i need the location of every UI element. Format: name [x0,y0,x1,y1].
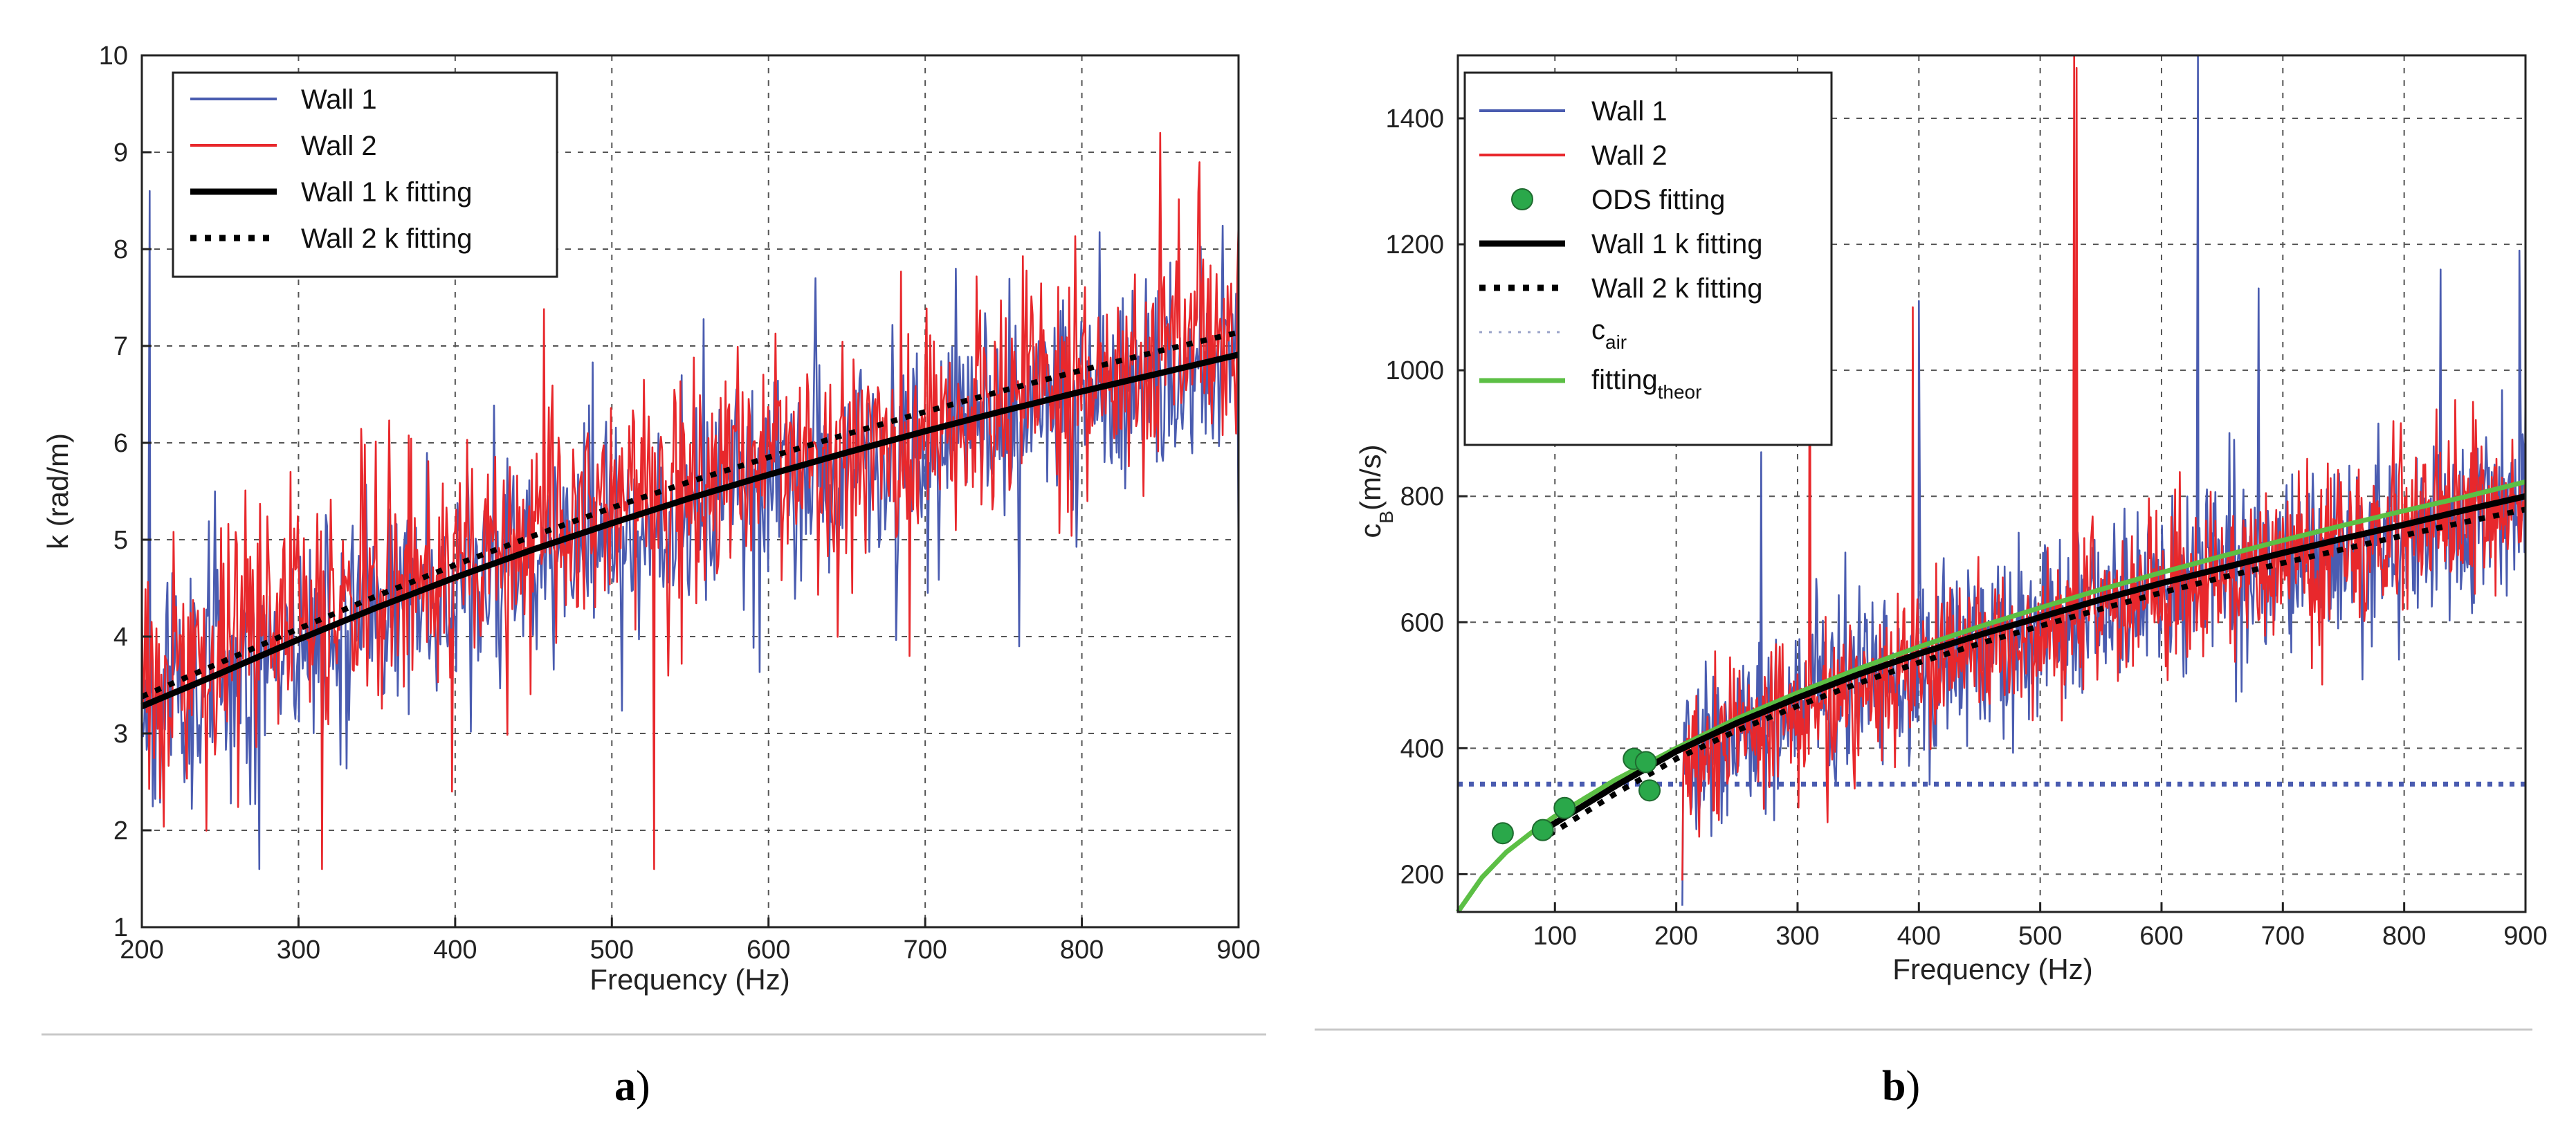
panel-b-plot-border [1456,54,2527,913]
panel-a-plot-border [140,54,1240,929]
panel-b-y-ticks: 200 400 600 800 1000 1200 1400 [1385,104,1468,889]
x-tick-label: 800 [1060,935,1104,965]
panel-a-x-axis-label: Frequency (Hz) [590,963,789,996]
ods-point [1638,779,1661,802]
y-tick-label: 800 [1400,482,1444,511]
ods-point [1634,751,1657,774]
panel-a-y-ticks: 1 2 3 4 5 6 7 8 9 10 [99,42,152,942]
ods-point [1531,819,1554,841]
ods-point [1553,796,1576,819]
legend-label-b-ods: ODS fitting [1591,185,1725,215]
panel-a-series [140,131,1240,870]
legend-label-b-theor-main: fitting [1591,365,1658,395]
y-tick-label: 5 [113,526,128,555]
panel-a-caption: a) [614,1063,650,1110]
x-tick-label: 300 [277,935,320,965]
x-tick-label: 800 [2382,922,2426,951]
panel-a-chart: 200 300 400 500 600 700 800 900 1 2 3 4 5 6 7 8 9 10 Fre… [42,42,1261,996]
x-tick-label: 300 [1775,922,1819,951]
panel-a-caption-paren: ) [636,1063,650,1110]
panel-b-series [1456,54,2527,914]
y-tick-label: 7 [113,332,128,361]
legend-label-b-theor-sub: theor [1658,381,1702,403]
y-tick-label: 10 [99,42,128,71]
legend-label-b-cair-main: c [1591,315,1605,345]
y-tick-label: 200 [1400,860,1444,889]
ods-point [1491,822,1514,845]
panel-a-legend: Wall 1 Wall 2 Wall 1 k fitting Wall 2 k … [172,71,558,278]
panel-b-y-label-main: c [1354,524,1387,538]
panel-b-x-ticks: 100 200 300 400 500 600 700 800 900 [1533,902,2548,951]
panel-a-x-ticks: 200 300 400 500 600 700 800 900 [120,917,1261,965]
y-tick-label: 6 [113,429,128,458]
y-tick-label: 1200 [1385,230,1444,259]
a-series-wall-2-line [140,131,1240,870]
a-series-wall-1-k-fitting-line [140,351,1240,709]
y-tick-label: 3 [113,720,128,749]
legend-label-b-cair-sub: air [1605,331,1627,353]
x-tick-label: 600 [747,935,790,965]
panel-a-y-axis-label: k (rad/m) [42,433,74,549]
x-tick-label: 500 [590,935,634,965]
b-series-wall-2-k-fitting-line [1547,506,2526,838]
panel-b-y-label-sub: B [1376,511,1397,524]
legend-label-b-wall-1: Wall 1 [1591,96,1668,127]
panel-a-caption-letter: a [614,1063,636,1110]
panel-a-grid [142,55,1239,927]
y-tick-label: 600 [1400,608,1444,637]
panel-b-y-axis-label: cB(m/s) [1354,444,1397,538]
y-tick-label: 1400 [1385,104,1444,134]
panel-b-x-axis-label: Frequency (Hz) [1892,953,2092,985]
x-tick-label: 600 [2139,922,2183,951]
b-series-wall-1-k-fitting-line [1547,493,2527,830]
panel-b-chart: 100 200 300 400 500 600 700 800 900 200 400 600 800… [1354,54,2548,985]
x-tick-label: 900 [1216,935,1260,965]
panel-b-caption: b) [1882,1063,1920,1110]
legend-label-b-cair: cair [1591,315,1627,353]
legend-label-wall-1-fit: Wall 1 k fitting [301,177,472,208]
panel-b-caption-letter: b [1882,1063,1906,1110]
x-tick-label: 900 [2503,922,2547,951]
legend-label-wall-1: Wall 1 [301,84,377,115]
x-tick-label: 500 [2018,922,2062,951]
y-tick-label: 8 [113,235,128,264]
y-tick-label: 1 [113,913,128,942]
x-tick-label: 400 [1897,922,1941,951]
b-series-wall-1-line [1681,54,2527,906]
legend-swatch-b-ods [1511,188,1533,210]
panel-a-legend-box [172,71,558,278]
y-tick-label: 2 [113,816,128,846]
y-tick-label: 1000 [1385,356,1444,385]
legend-label-wall-2-fit: Wall 2 k fitting [301,223,472,254]
legend-label-wall-2: Wall 2 [301,131,377,161]
x-tick-label: 100 [1533,922,1577,951]
legend-label-b-wall-2-fit: Wall 2 k fitting [1591,273,1762,304]
x-tick-label: 700 [2261,922,2305,951]
x-tick-label: 200 [1654,922,1698,951]
x-tick-label: 700 [903,935,947,965]
panel-b-legend: Wall 1 Wall 2 ODS fitting Wall 1 k fitti… [1463,71,1833,446]
panel-b-caption-paren: ) [1906,1063,1920,1110]
y-tick-label: 4 [113,623,128,652]
y-tick-label: 9 [113,138,128,167]
legend-label-b-wall-1-fit: Wall 1 k fitting [1591,229,1762,259]
legend-label-b-theor: fittingtheor [1591,365,1701,403]
legend-label-b-wall-2: Wall 2 [1591,140,1668,171]
panel-b-y-label-rest: (m/s) [1354,444,1387,511]
y-tick-label: 400 [1400,734,1444,763]
x-tick-label: 400 [433,935,477,965]
x-tick-label: 200 [120,935,163,965]
